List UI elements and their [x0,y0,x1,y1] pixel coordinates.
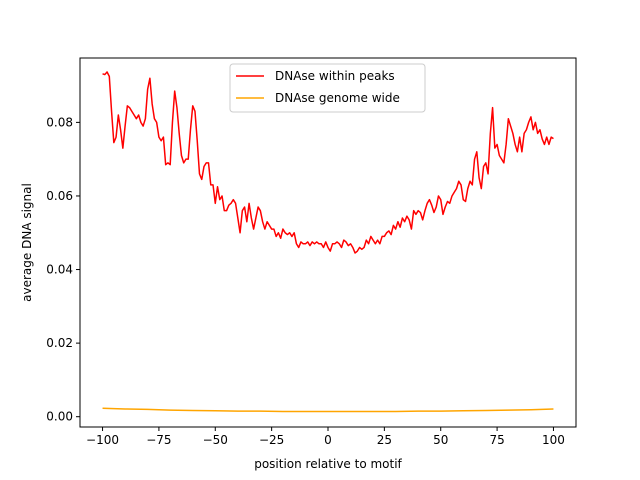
y-tick-label: 0.08 [46,115,73,129]
legend-label-1: DNAse within peaks [275,69,395,83]
x-tick-label: −75 [146,433,171,447]
y-tick-label: 0.00 [46,410,73,424]
series-line-1 [102,71,554,254]
y-tick-label: 0.02 [46,336,73,350]
x-tick-label: 100 [542,433,565,447]
series-layer [102,71,554,413]
x-tick-label: −100 [86,433,119,447]
x-tick-label: 25 [377,433,392,447]
y-tick-label: 0.06 [46,189,73,203]
x-axis-label: position relative to motif [254,457,402,471]
y-tick-label: 0.04 [46,263,73,277]
y-axis: 0.00 0.02 0.04 0.06 0.08 [46,115,80,424]
x-axis: −100 −75 −50 −25 0 25 50 75 100 [86,427,565,447]
legend-label-2: DNAse genome wide [275,91,400,105]
x-tick-label: 0 [324,433,332,447]
y-axis-label: average DNA signal [20,183,34,302]
legend-box [229,63,426,113]
x-tick-label: −25 [259,433,284,447]
legend: DNAse within peaks DNAse genome wide [229,63,426,113]
x-tick-label: 75 [489,433,504,447]
x-tick-label: 50 [433,433,448,447]
x-tick-label: −50 [203,433,228,447]
series-line-2 [102,407,554,413]
